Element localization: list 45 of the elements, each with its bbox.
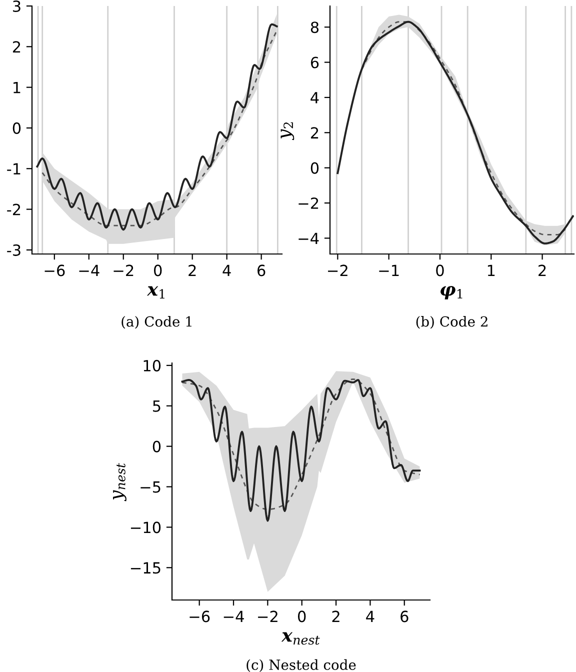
x-tick-label: 0	[436, 264, 444, 276]
x-axis-title: x$_{1}$	[146, 286, 164, 298]
x-tick-label: −2	[328, 264, 348, 276]
y-tick-label: 4	[310, 92, 319, 104]
x-tick-label: 2	[188, 264, 196, 276]
x-tick-label: 2	[538, 264, 546, 276]
y-axis-title: y$_{nest}$	[113, 462, 126, 502]
y-tick-label: -3	[7, 244, 20, 256]
y-tick-label: −10	[130, 522, 161, 534]
y-tick-label: −2	[298, 197, 318, 209]
x-tick-label: −1	[379, 264, 399, 276]
text: (b) Code 2	[416, 316, 488, 329]
y-tick-label: −5	[140, 481, 160, 493]
x-tick-label: −4	[79, 264, 100, 276]
y-tick-label: -2	[7, 204, 20, 216]
x-tick-label: 4	[222, 264, 231, 276]
y-tick-label: 5	[153, 400, 160, 412]
x-tick-label: −4	[224, 610, 244, 622]
y-axis-title: y$_{2}$	[280, 122, 294, 140]
y-tick-label: −15	[130, 562, 160, 574]
x-axis-title: x$_{nest}$	[281, 632, 320, 645]
y-tick-label: −4	[298, 232, 319, 244]
x-tick-label: −6	[44, 264, 65, 276]
x-tick-label: −2	[258, 610, 278, 622]
x-tick-label: 1	[488, 264, 495, 276]
x-tick-label: −2	[114, 264, 134, 276]
y-tick-label: 1	[14, 82, 20, 94]
text: (a) Code 1	[122, 316, 192, 329]
y-tick-label: 8	[310, 22, 319, 34]
y-tick-label: 10	[144, 360, 161, 372]
x-axis-title: φ$_{1}$	[440, 286, 462, 300]
y-tick-label: 2	[310, 127, 318, 138]
x-tick-label: 6	[400, 610, 408, 622]
y-tick-label: 2	[12, 41, 20, 52]
y-tick-label: 0	[12, 122, 21, 134]
y-tick-label: 3	[13, 0, 20, 12]
x-tick-label: −6	[190, 610, 210, 622]
y-tick-label: 0	[152, 440, 161, 452]
y-tick-label: 6	[310, 56, 319, 68]
y-tick-label: -1	[7, 163, 20, 174]
y-tick-label: 0	[310, 162, 319, 174]
x-tick-label: 4	[366, 610, 374, 622]
text: (c) Nested code	[246, 659, 356, 672]
x-tick-label: 6	[258, 264, 266, 276]
x-tick-label: 2	[332, 610, 340, 622]
